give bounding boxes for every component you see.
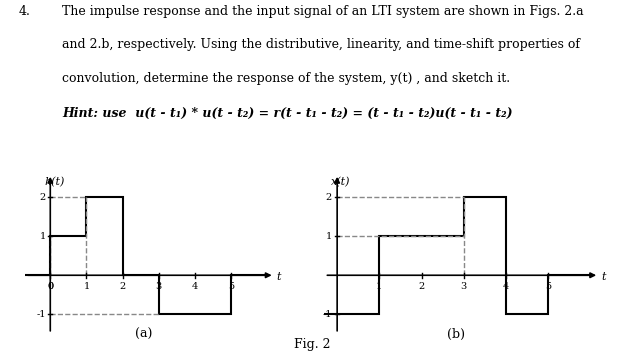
Text: 0: 0 <box>47 282 53 291</box>
Text: 1: 1 <box>84 282 90 291</box>
Text: t: t <box>276 272 281 282</box>
Text: 0: 0 <box>47 282 53 291</box>
Text: 1: 1 <box>376 282 383 291</box>
Text: 4: 4 <box>503 282 509 291</box>
Text: 4: 4 <box>192 282 198 291</box>
Text: Hint: use  u(t - t₁) * u(t - t₂) = r(t - t₁ - t₂) = (t - t₁ - t₂)u(t - t₁ - t₂): Hint: use u(t - t₁) * u(t - t₂) = r(t - … <box>62 107 513 120</box>
Text: (b): (b) <box>447 328 464 341</box>
Text: 2: 2 <box>40 193 46 202</box>
Text: 3: 3 <box>461 282 467 291</box>
Text: 1: 1 <box>326 232 332 241</box>
Text: (a): (a) <box>135 328 152 341</box>
Text: 1: 1 <box>40 232 46 241</box>
Text: The impulse response and the input signal of an LTI system are shown in Figs. 2.: The impulse response and the input signa… <box>62 5 584 18</box>
Text: h(t): h(t) <box>45 177 66 187</box>
Text: 4.: 4. <box>19 5 31 18</box>
Text: Fig. 2: Fig. 2 <box>294 338 330 351</box>
Text: convolution, determine the response of the system, y(t) , and sketch it.: convolution, determine the response of t… <box>62 72 510 85</box>
Text: 2: 2 <box>419 282 425 291</box>
Text: t: t <box>601 272 606 282</box>
Text: 5: 5 <box>545 282 552 291</box>
Text: 5: 5 <box>228 282 234 291</box>
Text: -1: -1 <box>36 310 46 319</box>
Text: 3: 3 <box>155 282 162 291</box>
Text: 2: 2 <box>326 193 332 202</box>
Text: x(t): x(t) <box>331 177 350 187</box>
Text: and 2.b, respectively. Using the distributive, linearity, and time-shift propert: and 2.b, respectively. Using the distrib… <box>62 38 580 51</box>
Text: 2: 2 <box>120 282 126 291</box>
Text: -1: -1 <box>323 310 332 319</box>
